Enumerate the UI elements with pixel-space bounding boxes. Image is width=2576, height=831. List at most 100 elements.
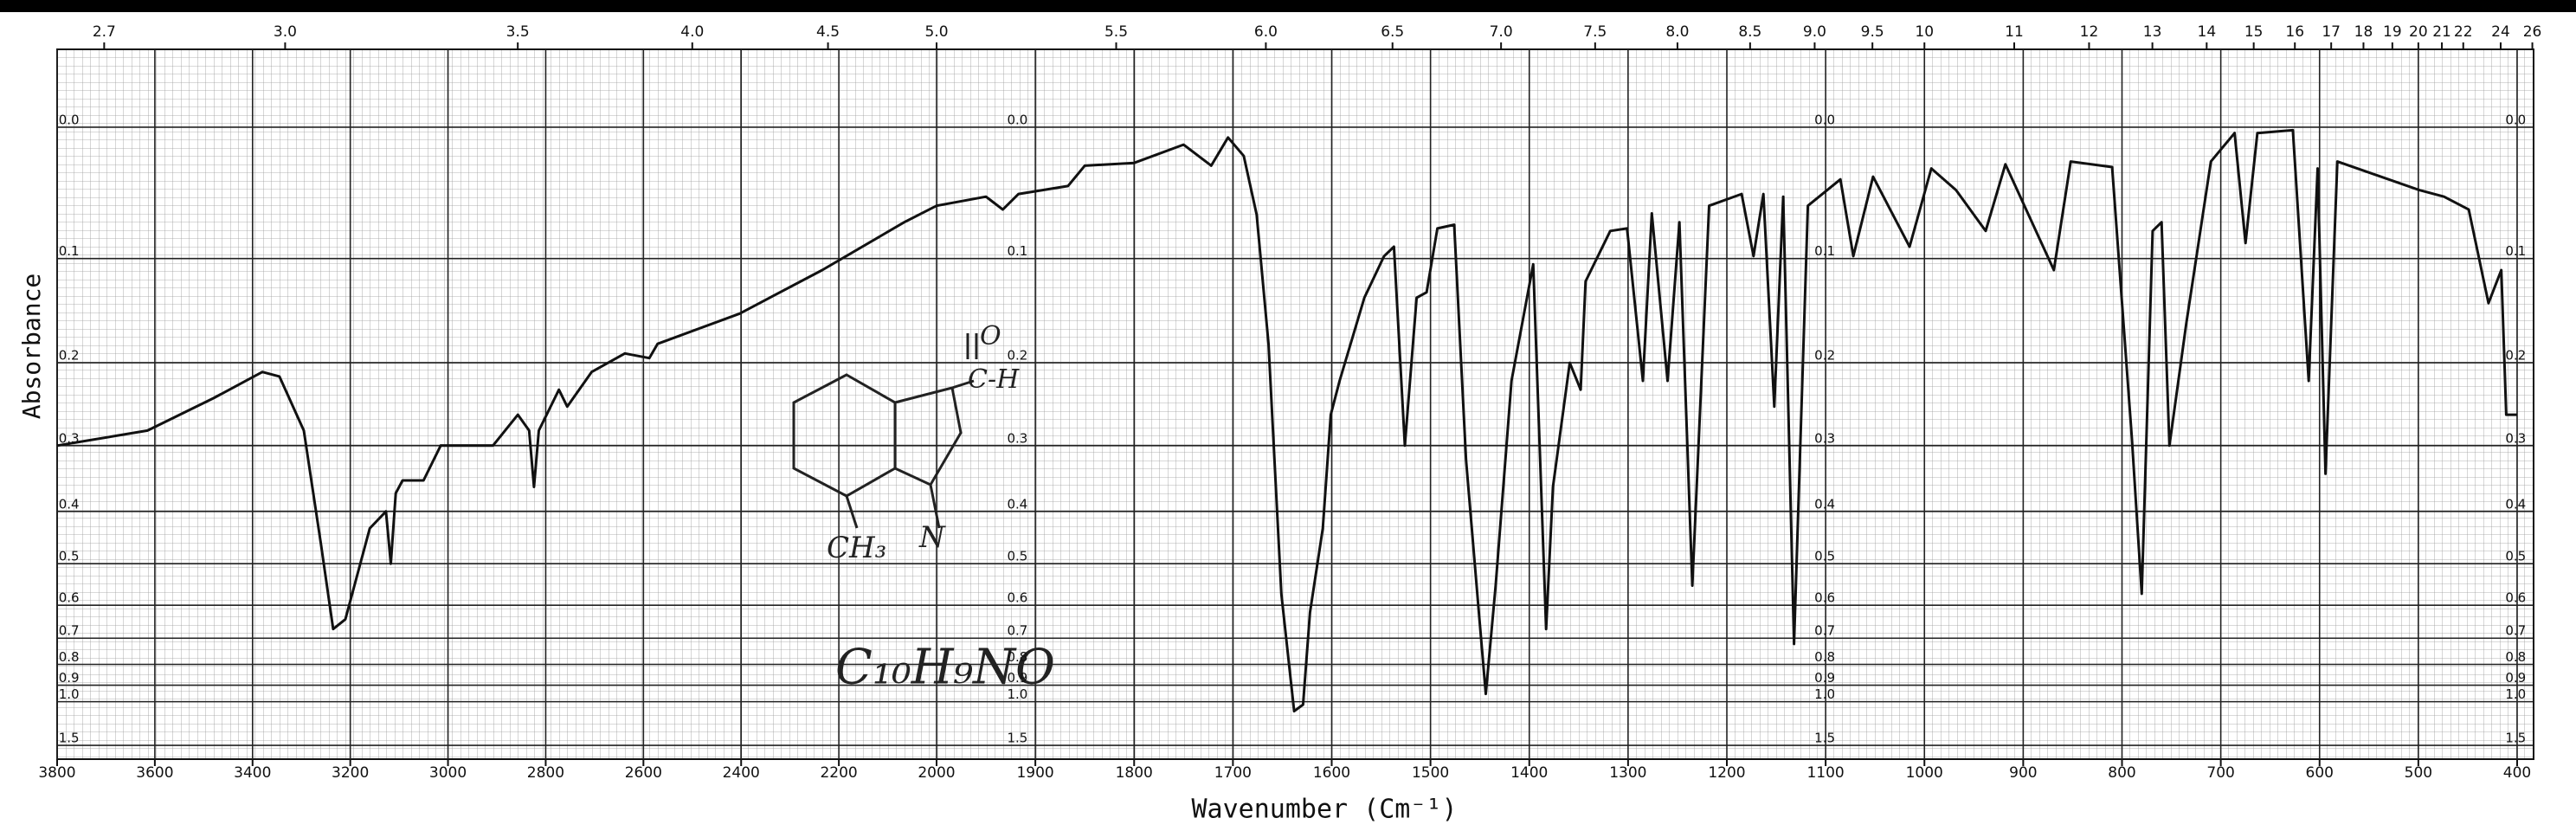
annotation: CH₃ xyxy=(827,531,886,565)
x-tick-label: 3000 xyxy=(429,764,467,782)
y-tick-label: 0.5 xyxy=(2505,549,2526,564)
x2-tick-label: 2.7 xyxy=(93,23,116,41)
x2-tick-label: 14 xyxy=(2198,23,2217,41)
x-tick-label: 2600 xyxy=(625,764,662,782)
y-tick-label: 0.9 xyxy=(1007,670,1027,686)
y-tick-label: 0.8 xyxy=(1814,649,1835,665)
x2-tick-label: 3.0 xyxy=(274,23,297,41)
x2-tick-label: 26 xyxy=(2523,23,2542,41)
y-tick-label: 1.5 xyxy=(2505,731,2526,746)
y-tick-label: 0.9 xyxy=(2505,670,2526,686)
x-tick-label: 1300 xyxy=(1609,764,1646,782)
y-tick-label: 1.5 xyxy=(1007,731,1027,746)
x-tick-label: 600 xyxy=(2306,764,2334,782)
y-tick-label: 1.0 xyxy=(1007,686,1027,702)
y-tick-label: 0.8 xyxy=(2505,649,2526,665)
y-tick-label: 0.4 xyxy=(59,496,80,512)
y-tick-label: 0.2 xyxy=(59,348,80,364)
x-tick-label: 1500 xyxy=(1412,764,1449,782)
y-tick-label: 0.2 xyxy=(2505,348,2526,364)
x2-tick-label: 24 xyxy=(2491,23,2510,41)
x2-tick-label: 22 xyxy=(2454,23,2473,41)
x-tick-label: 3800 xyxy=(38,764,75,782)
y-tick-label: 0.5 xyxy=(1814,549,1835,564)
y-tick-label: 1.0 xyxy=(59,686,80,702)
y-tick-label: 0.2 xyxy=(1814,348,1835,364)
x-tick-label: 3200 xyxy=(332,764,369,782)
x2-tick-label: 5.5 xyxy=(1104,23,1128,41)
y-tick-label: 0.3 xyxy=(1007,430,1027,446)
x2-tick-label: 9.5 xyxy=(1861,23,1884,41)
y-tick-label: 0.6 xyxy=(1814,590,1835,606)
y-tick-label: 0.9 xyxy=(1814,670,1835,686)
x-tick-label: 1400 xyxy=(1510,764,1548,782)
y-tick-label: 0.7 xyxy=(2505,623,2526,639)
x-tick-label: 800 xyxy=(2108,764,2135,782)
x2-tick-label: 6.5 xyxy=(1381,23,1404,41)
x-tick-label: 700 xyxy=(2206,764,2234,782)
y-tick-label: 0.4 xyxy=(2505,496,2526,512)
x2-tick-label: 4.5 xyxy=(816,23,840,41)
x2-tick-label: 21 xyxy=(2432,23,2451,41)
annotation: N xyxy=(918,520,946,555)
graph-paper xyxy=(56,48,2534,760)
x2-tick-label: 3.5 xyxy=(506,23,530,41)
x2-tick-label: 20 xyxy=(2409,23,2428,41)
y-tick-label: 0.5 xyxy=(1007,549,1027,564)
x-tick-label: 500 xyxy=(2405,764,2432,782)
x-axis-label: Wavenumber (Cm⁻¹) xyxy=(1191,795,1457,825)
y-axis-label: Absorbance xyxy=(17,274,46,420)
y-tick-label: 0.1 xyxy=(1814,243,1835,259)
x-tick-label: 2800 xyxy=(527,764,564,782)
y-tick-label: 0.0 xyxy=(1007,112,1027,127)
x2-tick-label: 13 xyxy=(2143,23,2162,41)
x2-tick-label: 10 xyxy=(1915,23,1934,41)
x-tick-label: 1100 xyxy=(1806,764,1844,782)
y-tick-label: 0.7 xyxy=(59,623,80,639)
x2-tick-label: 7.5 xyxy=(1583,23,1607,41)
x-tick-label: 3400 xyxy=(234,764,271,782)
x-tick-label: 1200 xyxy=(1708,764,1745,782)
y-tick-label: 1.0 xyxy=(2505,686,2526,702)
x-tick-label: 400 xyxy=(2503,764,2531,782)
x2-tick-label: 15 xyxy=(2244,23,2264,41)
x-tick-label: 2200 xyxy=(820,764,857,782)
x2-tick-label: 7.0 xyxy=(1490,23,1513,41)
y-tick-label: 0.1 xyxy=(59,243,80,259)
annotation: O xyxy=(980,321,1001,351)
y-tick-label: 0.0 xyxy=(2505,112,2526,127)
y-tick-label: 1.0 xyxy=(1814,686,1835,702)
y-tick-label: 0.8 xyxy=(59,649,80,665)
x-tick-label: 1700 xyxy=(1214,764,1252,782)
x-tick-label: 2400 xyxy=(723,764,760,782)
x2-tick-label: 17 xyxy=(2322,23,2341,41)
y-tick-label: 1.5 xyxy=(59,731,80,746)
x-tick-label: 1600 xyxy=(1313,764,1350,782)
x-tick-label: 900 xyxy=(2009,764,2037,782)
x-tick-label: 1800 xyxy=(1116,764,1153,782)
x-tick-label: 2000 xyxy=(918,764,955,782)
y-tick-label: 0.7 xyxy=(1814,623,1835,639)
y-tick-label: 0.0 xyxy=(59,112,80,127)
y-tick-label: 0.4 xyxy=(1814,496,1835,512)
annotation: C-H xyxy=(968,364,1020,395)
y-tick-label: 0.0 xyxy=(1814,112,1835,127)
scan-border xyxy=(0,0,2576,12)
x2-tick-label: 6.0 xyxy=(1254,23,1278,41)
y-tick-label: 0.3 xyxy=(2505,430,2526,446)
x2-tick-label: 18 xyxy=(2354,23,2373,41)
y-tick-label: 0.4 xyxy=(1007,496,1027,512)
x2-tick-label: 9.0 xyxy=(1803,23,1826,41)
y-tick-label: 0.2 xyxy=(1007,348,1027,364)
y-tick-label: 0.6 xyxy=(2505,590,2526,606)
y-tick-label: 0.8 xyxy=(1007,649,1027,665)
y-tick-label: 0.3 xyxy=(1814,430,1835,446)
x2-tick-label: 8.5 xyxy=(1738,23,1761,41)
x2-tick-label: 4.0 xyxy=(680,23,704,41)
x2-tick-label: 11 xyxy=(2005,23,2024,41)
spectrum-line xyxy=(56,128,2517,713)
x2-tick-label: 12 xyxy=(2080,23,2099,41)
y-tick-label: 0.5 xyxy=(59,549,80,564)
y-tick-label: 0.7 xyxy=(1007,623,1027,639)
